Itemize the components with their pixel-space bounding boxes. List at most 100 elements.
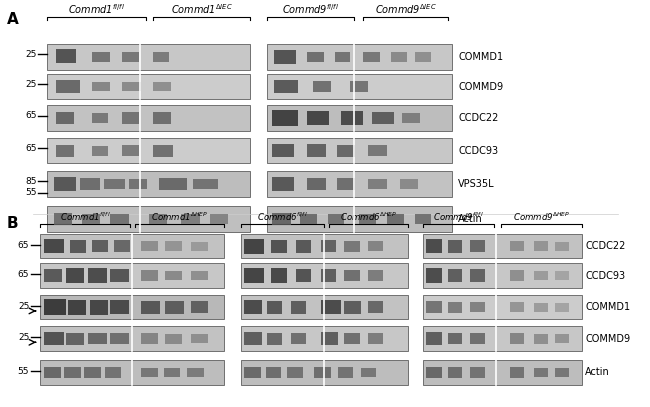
Bar — [55, 144, 74, 157]
Text: 55: 55 — [25, 188, 36, 197]
Bar — [296, 269, 311, 282]
Bar — [153, 52, 169, 62]
Bar — [244, 367, 261, 378]
Bar — [92, 82, 111, 92]
Bar — [321, 269, 336, 282]
Bar — [335, 52, 350, 62]
Bar — [153, 82, 171, 91]
Bar — [510, 302, 525, 312]
Text: COMMD1: COMMD1 — [585, 302, 630, 312]
Bar — [88, 269, 107, 282]
Bar — [165, 334, 182, 344]
Bar — [267, 333, 282, 345]
Bar — [240, 263, 408, 288]
Bar — [187, 368, 204, 377]
Bar — [142, 270, 158, 281]
Bar — [142, 368, 158, 377]
Text: 25: 25 — [18, 333, 29, 342]
Bar — [122, 145, 138, 156]
Bar — [315, 367, 331, 378]
Bar — [321, 332, 338, 345]
Bar — [426, 332, 441, 345]
Bar — [291, 301, 306, 314]
Bar — [350, 81, 369, 92]
Bar — [111, 300, 129, 314]
Text: Commd9$^{fl/fl}$: Commd9$^{fl/fl}$ — [433, 210, 484, 223]
Bar — [266, 138, 452, 163]
Bar — [82, 214, 100, 224]
Bar — [66, 333, 84, 345]
Bar — [64, 367, 81, 378]
Bar — [554, 368, 569, 377]
Bar — [307, 178, 326, 190]
Text: Actin: Actin — [458, 214, 483, 224]
Bar — [510, 367, 525, 378]
Text: CCDC93: CCDC93 — [458, 146, 499, 155]
Bar — [448, 269, 462, 282]
Text: B: B — [6, 216, 18, 231]
Bar — [92, 240, 109, 252]
Text: 25: 25 — [25, 80, 36, 89]
Bar — [40, 326, 224, 351]
Bar — [368, 333, 383, 344]
Bar — [266, 206, 452, 232]
Bar — [361, 368, 376, 377]
Bar — [534, 241, 549, 251]
Bar — [402, 113, 421, 123]
Text: Commd6$^{fl/fl}$: Commd6$^{fl/fl}$ — [257, 210, 307, 223]
Bar — [368, 301, 383, 313]
Bar — [328, 214, 345, 224]
Bar — [270, 268, 287, 283]
Bar — [266, 171, 452, 197]
Bar — [274, 80, 298, 93]
Bar — [296, 240, 311, 253]
Bar — [372, 112, 395, 125]
Bar — [44, 300, 66, 315]
Bar — [240, 360, 408, 385]
Bar — [426, 302, 441, 313]
Bar — [426, 269, 441, 282]
Bar — [68, 300, 86, 315]
Bar — [92, 113, 109, 123]
Bar — [274, 50, 296, 64]
Bar — [368, 241, 383, 252]
Text: Commd9$^{\Delta IEC}$: Commd9$^{\Delta IEC}$ — [374, 2, 437, 16]
Bar — [270, 240, 287, 253]
Bar — [244, 300, 263, 314]
Text: Commd9$^{\Delta HEP}$: Commd9$^{\Delta HEP}$ — [512, 210, 570, 223]
Bar — [554, 271, 569, 280]
Bar — [337, 178, 356, 190]
Text: COMMD9: COMMD9 — [458, 82, 503, 92]
Bar — [307, 52, 324, 62]
Bar — [554, 303, 569, 312]
Bar — [129, 179, 147, 189]
Bar — [344, 270, 359, 281]
Bar — [422, 263, 582, 288]
Text: Actin: Actin — [585, 368, 610, 377]
Bar — [40, 263, 224, 288]
Bar — [341, 111, 363, 125]
Bar — [321, 300, 341, 314]
Bar — [55, 49, 76, 63]
Bar — [369, 145, 387, 156]
Bar — [471, 302, 485, 313]
Bar — [344, 241, 359, 252]
Text: 65: 65 — [25, 144, 36, 153]
Text: 85: 85 — [25, 177, 36, 186]
Bar — [415, 214, 432, 224]
Bar — [40, 234, 224, 258]
Text: 55: 55 — [18, 367, 29, 376]
Bar — [387, 214, 404, 224]
Bar — [534, 334, 549, 344]
Bar — [244, 268, 264, 283]
Bar — [55, 112, 74, 125]
Bar — [471, 269, 485, 282]
Text: CCDC93: CCDC93 — [585, 271, 625, 280]
Bar — [194, 179, 218, 189]
Bar — [240, 295, 408, 319]
Text: Commd9$^{fl/fl}$: Commd9$^{fl/fl}$ — [282, 2, 339, 16]
Bar — [471, 367, 485, 378]
Bar — [191, 242, 208, 251]
Bar — [266, 74, 452, 99]
Bar — [287, 367, 302, 378]
